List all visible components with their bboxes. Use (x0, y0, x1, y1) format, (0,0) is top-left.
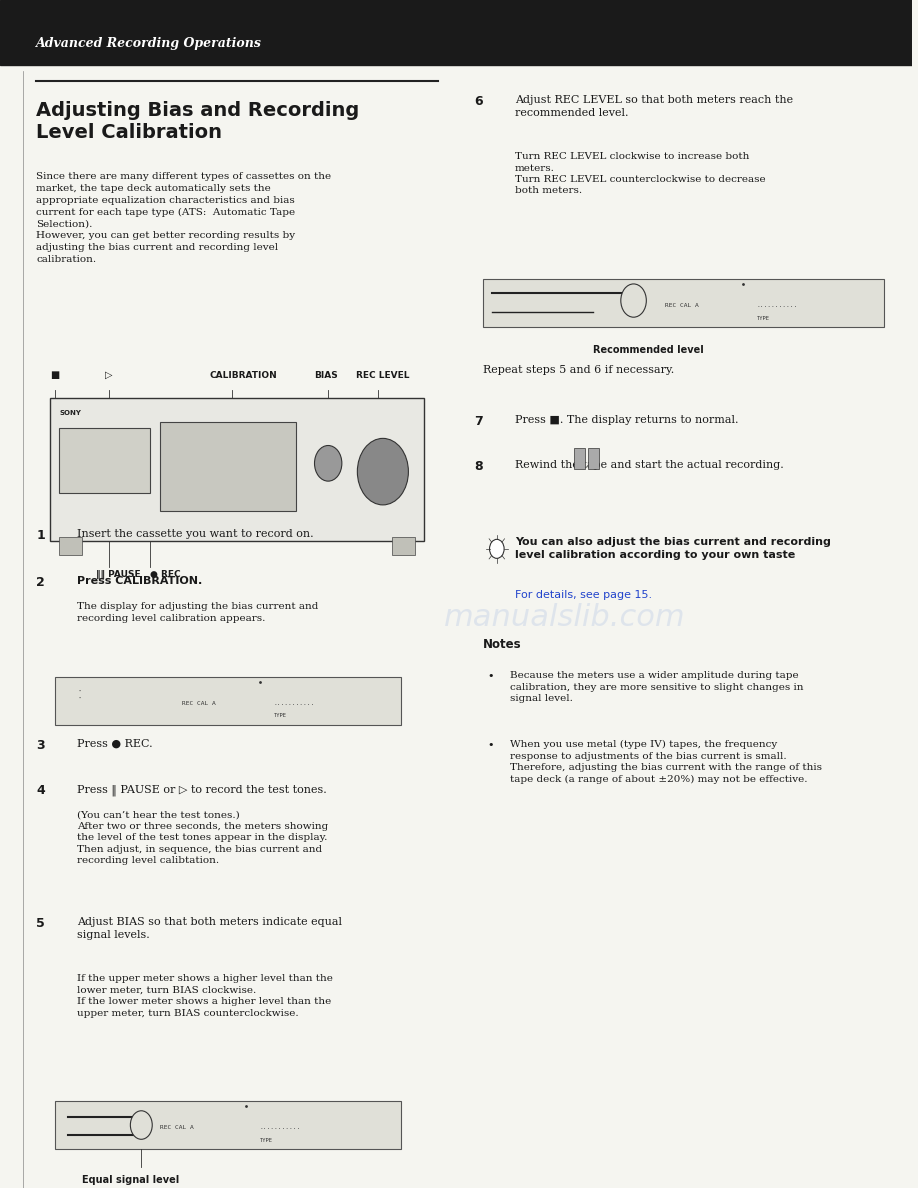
Text: Advanced Recording Operations: Advanced Recording Operations (37, 38, 263, 50)
Text: Since there are many different types of cassettes on the
market, the tape deck a: Since there are many different types of … (37, 172, 331, 264)
Text: ·
·: · · (77, 689, 82, 702)
Text: manualslib.com: manualslib.com (444, 604, 686, 632)
Text: REC CAL A: REC CAL A (160, 1125, 194, 1130)
Bar (588, 448, 599, 469)
Text: Press CALIBRATION.: Press CALIBRATION. (77, 576, 203, 586)
Bar (55, 677, 401, 725)
Text: When you use metal (type IV) tapes, the frequency
response to adjustments of the: When you use metal (type IV) tapes, the … (510, 740, 823, 784)
Text: Press ‖ PAUSE or ▷ to record the test tones.: Press ‖ PAUSE or ▷ to record the test to… (77, 784, 327, 796)
Text: Insert the cassette you want to record on.: Insert the cassette you want to record o… (77, 529, 314, 538)
Text: 4: 4 (37, 784, 45, 797)
Circle shape (130, 1111, 152, 1139)
Bar (60, 428, 151, 493)
Text: (You can’t hear the test tones.)
After two or three seconds, the meters showing
: (You can’t hear the test tones.) After t… (77, 810, 329, 865)
Text: 3: 3 (37, 739, 45, 752)
Bar (160, 422, 297, 511)
Text: For details, see page 15.: For details, see page 15. (515, 590, 652, 600)
Text: Press ● REC.: Press ● REC. (77, 739, 153, 748)
Text: You can also adjust the bias current and recording
level calibration according t: You can also adjust the bias current and… (515, 537, 831, 560)
Text: Turn REC LEVEL clockwise to increase both
meters.
Turn REC LEVEL counterclockwis: Turn REC LEVEL clockwise to increase bot… (515, 152, 766, 195)
Text: ...........: ........... (274, 701, 315, 706)
Text: REC CAL A: REC CAL A (666, 303, 700, 308)
Bar (50, 398, 424, 541)
Bar (0, 0, 912, 65)
Text: ...........: ........... (260, 1125, 301, 1130)
Text: ‖‖ PAUSE   ● REC: ‖‖ PAUSE ● REC (95, 570, 180, 580)
Text: If the upper meter shows a higher level than the
lower meter, turn BIAS clockwis: If the upper meter shows a higher level … (77, 974, 333, 1017)
Circle shape (315, 446, 341, 481)
Text: SONY: SONY (60, 410, 81, 416)
Text: 7: 7 (474, 415, 483, 428)
Text: Repeat steps 5 and 6 if necessary.: Repeat steps 5 and 6 if necessary. (483, 365, 675, 374)
Text: Adjusting Bias and Recording
Level Calibration: Adjusting Bias and Recording Level Calib… (37, 101, 360, 143)
Bar (575, 448, 586, 469)
Text: 8: 8 (474, 460, 483, 473)
Text: TYPE: TYPE (260, 1138, 273, 1143)
Text: Equal signal level: Equal signal level (82, 1175, 179, 1184)
Text: TYPE: TYPE (756, 316, 769, 321)
Text: Adjust REC LEVEL so that both meters reach the
recommended level.: Adjust REC LEVEL so that both meters rea… (515, 95, 793, 118)
Text: 1: 1 (37, 529, 45, 542)
Text: REC CAL A: REC CAL A (183, 701, 216, 706)
Text: •: • (487, 740, 494, 750)
Text: The display for adjusting the bias current and
recording level calibration appea: The display for adjusting the bias curre… (77, 602, 319, 623)
Text: ■: ■ (50, 371, 60, 380)
Bar (55, 1101, 401, 1149)
Text: Press ■. The display returns to normal.: Press ■. The display returns to normal. (515, 415, 739, 424)
Text: 6: 6 (474, 95, 483, 108)
Text: Adjust BIAS so that both meters indicate equal
signal levels.: Adjust BIAS so that both meters indicate… (77, 917, 342, 940)
Text: TYPE: TYPE (274, 713, 286, 718)
Text: REC LEVEL: REC LEVEL (355, 371, 409, 380)
Bar (483, 279, 884, 327)
Text: •: • (487, 671, 494, 681)
Bar (392, 537, 415, 555)
Text: Because the meters use a wider amplitude during tape
calibration, they are more : Because the meters use a wider amplitude… (510, 671, 804, 703)
Circle shape (489, 539, 504, 558)
Text: ...........: ........... (756, 303, 798, 308)
Text: CALIBRATION: CALIBRATION (209, 371, 277, 380)
Circle shape (621, 284, 646, 317)
Text: Rewind the tape and start the actual recording.: Rewind the tape and start the actual rec… (515, 460, 784, 469)
Text: ▷: ▷ (105, 371, 112, 380)
Text: Recommended level: Recommended level (592, 345, 703, 354)
Text: Notes: Notes (483, 638, 521, 651)
Bar (60, 537, 82, 555)
Text: BIAS: BIAS (315, 371, 338, 380)
Text: 2: 2 (37, 576, 45, 589)
Text: 5: 5 (37, 917, 45, 930)
Circle shape (357, 438, 409, 505)
Bar (73, 0, 274, 38)
